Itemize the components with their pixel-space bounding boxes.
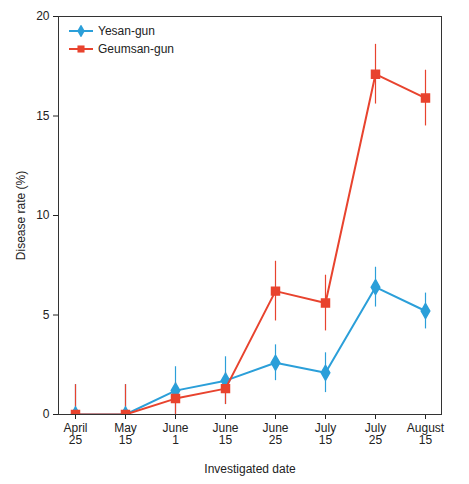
- svg-text:20: 20: [36, 9, 50, 23]
- svg-text:Disease rate (%): Disease rate (%): [14, 171, 28, 260]
- html-text:Geumsan-gun: Geumsan-gun: [98, 42, 174, 56]
- svg-text:15: 15: [36, 109, 50, 123]
- svg-text:April25: April25: [63, 421, 87, 447]
- svg-text:Investigated date: Investigated date: [204, 462, 296, 476]
- svg-text:July15: July15: [315, 421, 336, 447]
- svg-text:June15: June15: [212, 421, 238, 447]
- html-text:Yesan-gun: Yesan-gun: [98, 24, 155, 38]
- svg-text:June25: June25: [262, 421, 288, 447]
- svg-text:May15: May15: [114, 421, 137, 447]
- svg-text:August15: August15: [407, 421, 445, 447]
- svg-text:0: 0: [43, 407, 50, 421]
- svg-text:10: 10: [36, 208, 50, 222]
- svg-text:July25: July25: [365, 421, 386, 447]
- svg-text:June1: June1: [162, 421, 188, 447]
- svg-text:5: 5: [43, 308, 50, 322]
